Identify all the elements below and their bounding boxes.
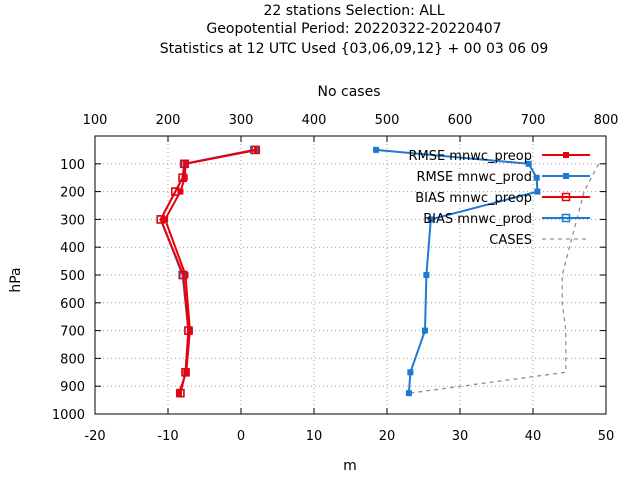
chart-title: 22 stations Selection: ALL Geopotential …	[160, 3, 549, 57]
legend-marker-1	[563, 173, 569, 179]
point-2-8	[176, 388, 185, 398]
series-2	[156, 145, 260, 398]
series-4	[408, 163, 600, 394]
point-2-2	[178, 173, 187, 182]
point-2-6	[184, 326, 193, 335]
point-0-2	[181, 174, 188, 181]
series-line-4	[408, 163, 600, 394]
x2-tick-label-2: 300	[229, 113, 254, 128]
x2-tick-label-1: 200	[156, 113, 181, 128]
y-tick-label-9: 1000	[52, 408, 85, 423]
series-line-2	[159, 148, 256, 394]
title-line-2: Geopotential Period: 20220322-20220407	[206, 21, 501, 37]
x-tick-label-6: 40	[525, 429, 542, 444]
series-line-3	[159, 148, 255, 394]
point-1-6	[421, 327, 428, 334]
point-1-3	[534, 188, 541, 195]
legend-marker-2	[561, 192, 571, 202]
x2-tick-labels: 100 200 300 400 500 600 700 800	[83, 113, 619, 128]
x-tick-label-7: 50	[598, 429, 615, 444]
legend-label-2: BIAS mnwc_preop	[415, 191, 532, 206]
legend-label-1: RMSE mnwc_prod	[416, 170, 532, 185]
tick-marks	[94, 136, 607, 415]
x-tick-label-3: 10	[306, 429, 323, 444]
x2-tick-label-4: 500	[375, 113, 400, 128]
point-1-0	[373, 146, 380, 153]
point-0-4	[162, 216, 169, 223]
x-tick-label-1: -10	[157, 429, 178, 444]
y-tick-label-3: 400	[60, 241, 85, 256]
x-axis-label: m	[343, 458, 357, 474]
point-2-4	[156, 215, 165, 224]
point-0-3	[177, 188, 184, 195]
title-line-1: 22 stations Selection: ALL	[263, 3, 444, 19]
point-2-0	[251, 145, 260, 155]
legend-label-3: BIAS mnwc_prod	[423, 212, 532, 227]
x2-tick-label-0: 100	[83, 113, 108, 128]
point-1-8	[405, 390, 412, 397]
plot-frame	[94, 135, 607, 415]
x2-tick-label-6: 700	[521, 113, 546, 128]
point-2-1	[180, 159, 190, 169]
y-tick-labels: 100 200 300 400 500 600 700 800 900 1000	[52, 158, 85, 423]
series-1	[373, 146, 541, 397]
point-1-4	[427, 216, 434, 223]
legend: RMSE mnwc_preop RMSE mnwc_prod BIAS mnwc_p…	[408, 149, 590, 248]
x-tick-label-2: 0	[237, 429, 245, 444]
x2-tick-label-5: 600	[448, 113, 473, 128]
title-line-3: Statistics at 12 UTC Used {03,06,09,12} …	[160, 41, 549, 57]
point-2-3	[171, 187, 180, 196]
y-tick-label-5: 600	[60, 297, 85, 312]
point-2-5	[179, 270, 188, 280]
x2-tick-label-3: 400	[302, 113, 327, 128]
y-tick-label-1: 200	[60, 186, 85, 201]
point-1-7	[407, 369, 414, 376]
point-1-2	[533, 174, 540, 181]
point-0-6	[186, 327, 193, 334]
y-axis-label: hPa	[8, 267, 24, 292]
y-tick-label-6: 700	[60, 325, 85, 340]
point-0-8	[175, 390, 182, 397]
y-tick-label-2: 300	[60, 213, 85, 228]
y-tick-label-7: 800	[60, 352, 85, 367]
x-tick-label-4: 20	[379, 429, 396, 444]
point-2-7	[181, 368, 190, 377]
legend-label-4: CASES	[489, 233, 532, 248]
series-line-1	[376, 148, 539, 394]
y-tick-label-4: 500	[60, 269, 85, 284]
legend-marker-3	[561, 213, 571, 223]
point-1-1	[525, 160, 532, 167]
x-tick-label-5: 30	[452, 429, 469, 444]
series-3	[156, 145, 259, 398]
series-layer	[156, 145, 600, 398]
y-tick-label-8: 900	[60, 380, 85, 395]
x-tick-labels: -20 -10 0 10 20 30 40 50	[84, 429, 614, 444]
x2-tick-label-7: 800	[594, 113, 619, 128]
x2-axis-label: No cases	[318, 84, 381, 100]
legend-label-0: RMSE mnwc_preop	[408, 149, 532, 164]
legend-marker-0	[563, 152, 569, 158]
point-1-5	[423, 272, 430, 278]
x-tick-label-0: -20	[84, 429, 105, 444]
y-tick-label-0: 100	[60, 158, 85, 173]
